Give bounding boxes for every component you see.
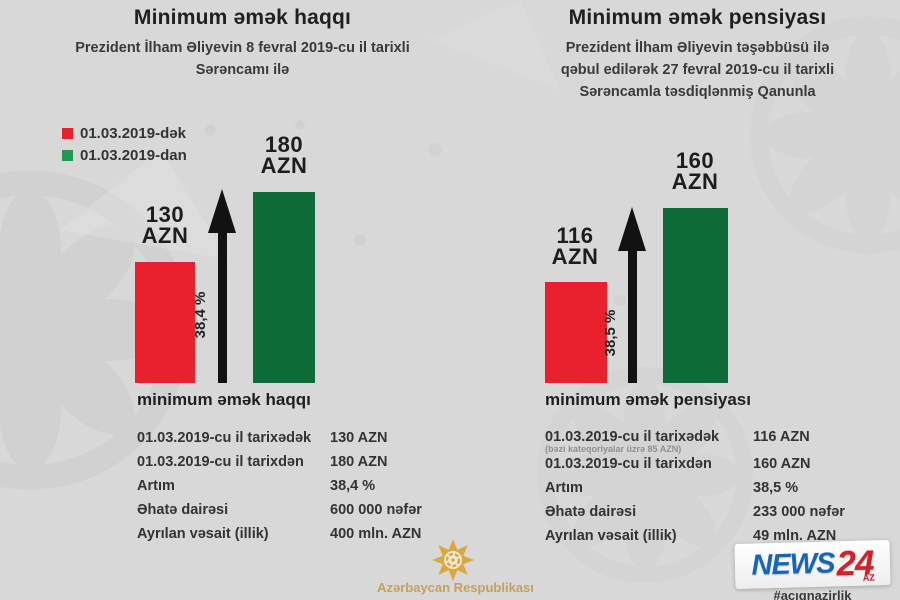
emblem-caption: Azərbaycan Respublikası <box>377 580 534 595</box>
left-row3-value: 38,4 % <box>330 478 376 494</box>
news24-logo-news-text: NEWS <box>751 547 835 582</box>
left-before-value: 130 <box>145 202 185 227</box>
left-row4-label: Əhatə dairəsi <box>137 502 229 518</box>
state-emblem-icon <box>432 539 474 581</box>
table-row: Artım 38,4 % <box>137 478 467 494</box>
right-row4-value: 233 000 nəfər <box>753 504 845 520</box>
right-before-value: 116 <box>556 223 594 248</box>
news24-logo-24-text: 24 AZ <box>836 543 875 584</box>
left-row1-label: 01.03.2019-cu il tarixədək <box>137 430 312 446</box>
right-row1-note: (bəzi kateqoriyalar üzrə 85 AZN) <box>545 444 682 454</box>
left-row2-label: 01.03.2019-cu il tarixdən <box>137 454 304 470</box>
left-bar-before <box>135 262 195 383</box>
left-chart-caption: minimum əmək haqqı <box>137 390 311 409</box>
news24-logo: NEWS 24 AZ <box>734 539 891 590</box>
legend: 01.03.2019-dək 01.03.2019-dan <box>62 122 187 166</box>
left-increase-arrow-icon <box>208 189 236 233</box>
legend-item-before: 01.03.2019-dək <box>62 122 187 144</box>
right-row3-value: 38,5 % <box>753 480 799 496</box>
right-after-value: 160 <box>675 148 715 173</box>
table-row: Ayrılan vəsait (illik) 400 mln. AZN <box>137 526 467 542</box>
right-bar-after <box>663 208 728 383</box>
right-subtitle-line-3: Sərəncamla təsdiqlənmiş Qanunla <box>579 84 816 100</box>
left-subtitle: Prezident İlham Əliyevin 8 fevral 2019-c… <box>15 37 470 81</box>
left-after-unit: AZN <box>260 153 308 178</box>
table-row: 01.03.2019-cu il tarixədək (bəzi kateqor… <box>545 429 875 454</box>
table-row: 01.03.2019-cu il tarixədək 130 AZN <box>137 430 467 446</box>
right-subtitle-line-2: qəbul edilərək 27 fevral 2019-cu il tari… <box>560 62 835 78</box>
left-row4-value: 600 000 nəfər <box>330 502 422 518</box>
legend-green-swatch-icon <box>62 149 73 161</box>
left-row5-label: Ayrılan vəsait (illik) <box>137 526 269 542</box>
right-row4-label: Əhatə dairəsi <box>545 504 637 520</box>
left-header: Minimum əmək haqqı Prezident İlham Əliye… <box>15 6 470 81</box>
right-after-value-label: 160 AZN <box>645 148 745 194</box>
left-after-value-label: 180 AZN <box>234 132 334 178</box>
left-before-unit: AZN <box>141 223 189 248</box>
right-row1-value: 116 AZN <box>753 429 810 445</box>
table-row: Ayrılan vəsait (illik) 49 mln. AZN <box>545 528 875 544</box>
table-row: 01.03.2019-cu il tarixdən 160 AZN <box>545 456 875 472</box>
right-row2-value: 160 AZN <box>753 456 811 472</box>
left-after-value: 180 <box>264 132 304 157</box>
left-increase-percent: 38,4 % <box>192 291 209 339</box>
legend-after-label: 01.03.2019-dan <box>80 146 187 164</box>
legend-red-swatch-icon <box>62 127 73 139</box>
right-row5-label: Ayrılan vəsait (illik) <box>545 528 677 544</box>
left-row1-value: 130 AZN <box>330 430 388 446</box>
right-title: Minimum əmək pensiyası <box>568 6 827 29</box>
table-row: 01.03.2019-cu il tarixdən 180 AZN <box>137 454 467 470</box>
right-row2-label: 01.03.2019-cu il tarixdən <box>545 456 712 472</box>
left-increase-arrow-shaft <box>218 230 227 383</box>
left-title: Minimum əmək haqqı <box>133 6 352 29</box>
left-row5-value: 400 mln. AZN <box>330 526 422 542</box>
right-subtitle-line-1: Prezident İlham Əliyevin təşəbbüsü ilə <box>565 40 830 56</box>
table-row: Əhatə dairəsi 600 000 nəfər <box>137 502 467 518</box>
right-chart-caption: minimum əmək pensiyası <box>545 390 751 409</box>
right-subtitle: Prezident İlham Əliyevin təşəbbüsü ilə q… <box>495 37 900 103</box>
right-row3-label: Artım <box>545 480 583 496</box>
right-row5-value: 49 mln. AZN <box>753 528 837 544</box>
hashtag-label: #açıqnazirlik <box>773 588 852 600</box>
left-bar-after <box>253 192 315 383</box>
news24-logo-az-text: AZ <box>862 571 875 583</box>
right-before-unit: AZN <box>551 244 599 269</box>
right-increase-percent: 38,5 % <box>602 309 619 357</box>
left-subtitle-line-1: Prezident İlham Əliyevin 8 fevral 2019-c… <box>75 40 410 56</box>
legend-item-after: 01.03.2019-dan <box>62 144 187 166</box>
right-bar-before <box>545 282 607 383</box>
table-row: Əhatə dairəsi 233 000 nəfər <box>545 504 875 520</box>
right-row1-label: 01.03.2019-cu il tarixədək <box>545 429 720 445</box>
right-after-unit: AZN <box>671 169 719 194</box>
left-row3-label: Artım <box>137 478 175 494</box>
right-increase-arrow-shaft <box>628 248 637 383</box>
left-subtitle-line-2: Sərəncamı ilə <box>195 62 290 78</box>
right-header: Minimum əmək pensiyası Prezident İlham Ə… <box>495 6 900 103</box>
right-before-value-label: 116 AZN <box>525 223 625 269</box>
right-increase-arrow-icon <box>618 207 646 251</box>
left-before-value-label: 130 AZN <box>115 202 215 248</box>
legend-before-label: 01.03.2019-dək <box>80 124 186 142</box>
table-row: Artım 38,5 % <box>545 480 875 496</box>
left-row2-value: 180 AZN <box>330 454 388 470</box>
